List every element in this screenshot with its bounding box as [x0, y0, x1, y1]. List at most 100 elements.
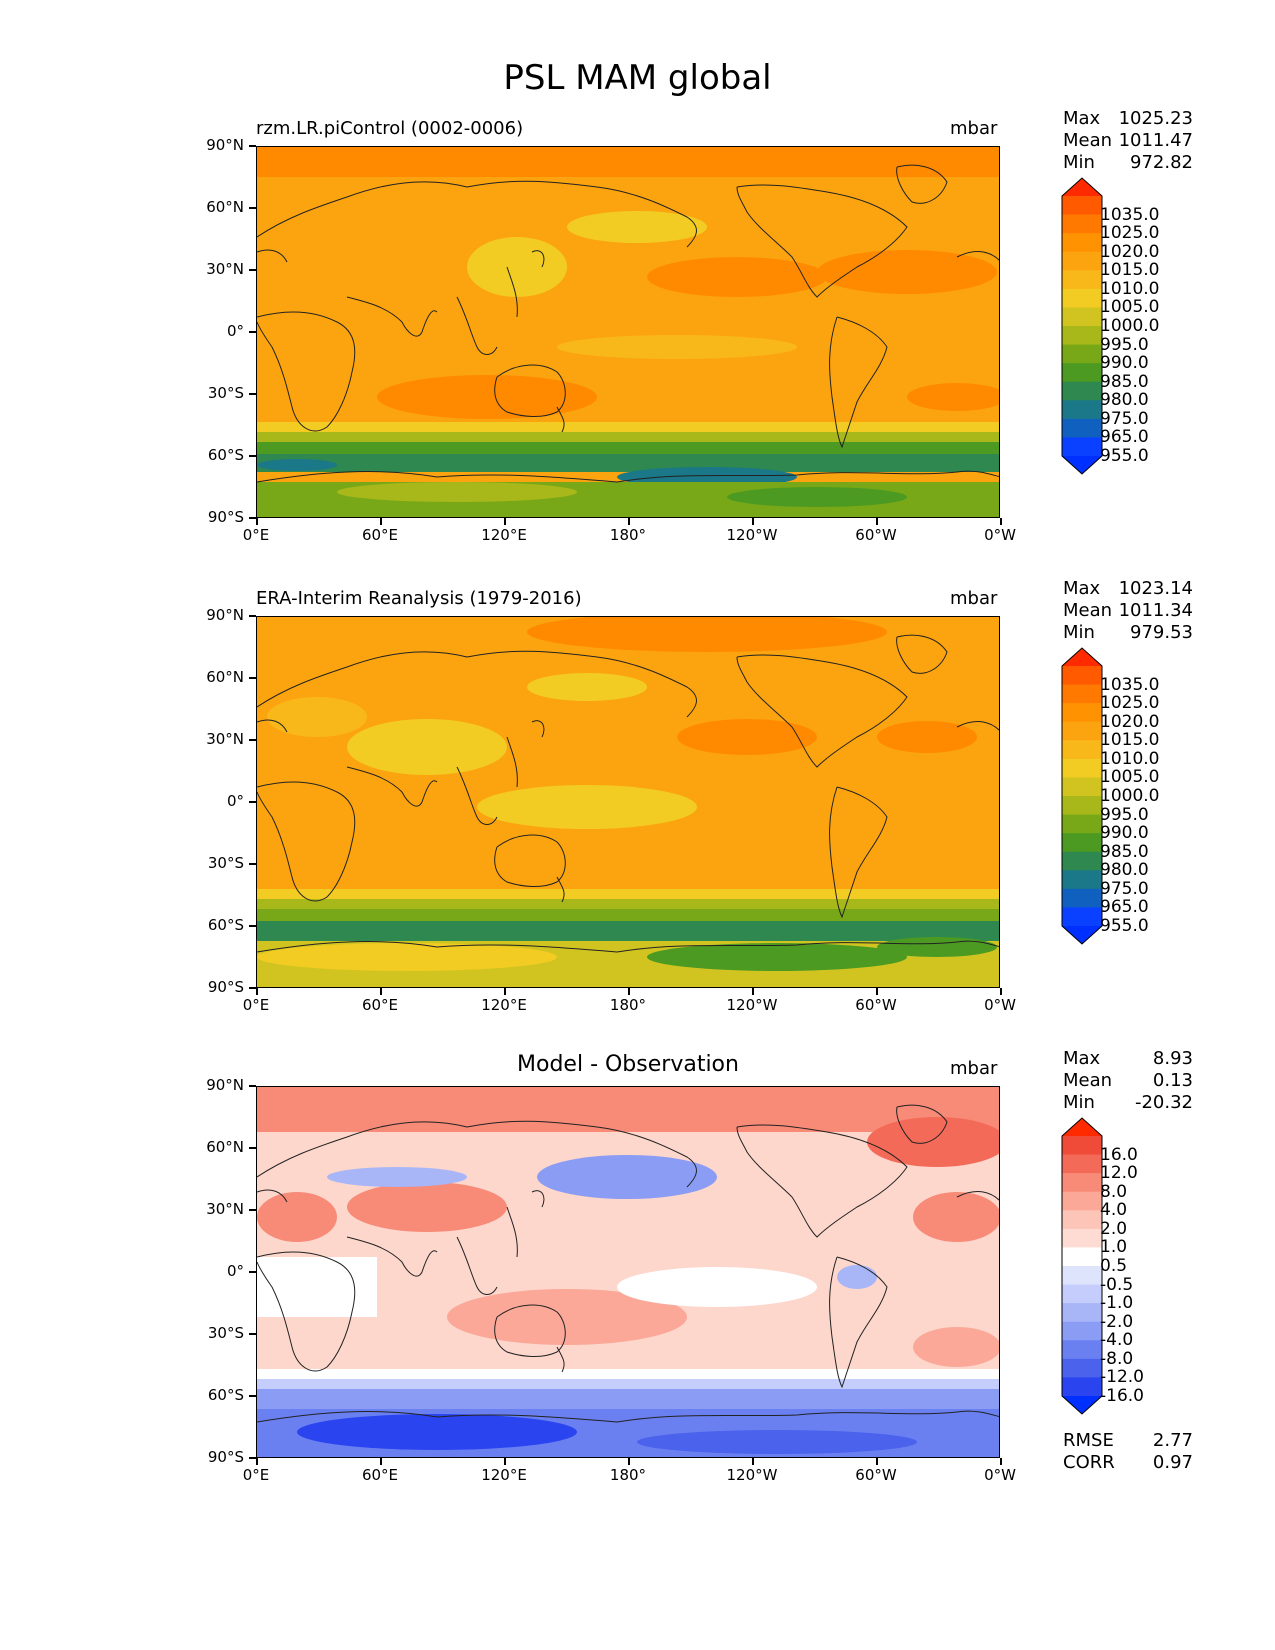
colorbar-band — [1062, 233, 1102, 253]
colorbar-band — [1062, 1358, 1102, 1378]
colorbar-band — [1062, 437, 1102, 457]
colorbar-band — [1062, 288, 1102, 308]
lon-tick: 0°E — [216, 1458, 296, 1484]
colorbar-band — [1062, 1284, 1102, 1304]
lon-tick: 60°W — [836, 1458, 916, 1484]
panel-difference: Model - Observation mbar 90°N 60°N — [0, 1048, 1275, 1518]
colorbar-tick-label: 975.0 — [1100, 878, 1149, 899]
units-label: mbar — [950, 1058, 998, 1079]
map-model-svg — [257, 147, 999, 517]
lat-tick: 90°N — [184, 136, 256, 154]
colorbar-tick-label: 1020.0 — [1100, 711, 1160, 732]
stat-label: Min — [1063, 152, 1095, 173]
colorbar-tick-label: 985.0 — [1100, 371, 1149, 392]
colorbar-tick-label: -2.0 — [1100, 1311, 1134, 1332]
colorbar-extend-bottom — [1062, 926, 1102, 944]
colorbar-tick-label: 1035.0 — [1100, 674, 1160, 695]
stat-label: Max — [1063, 578, 1101, 599]
error-stats-box: RMSE 2.77 CORR 0.97 — [1063, 1430, 1193, 1474]
colorbar-tick-label: 1000.0 — [1100, 316, 1160, 336]
colorbar-extend-bottom — [1062, 456, 1102, 474]
colorbar-band — [1062, 363, 1102, 383]
lon-tick: 120°W — [712, 518, 792, 544]
colorbar-band — [1062, 1303, 1102, 1323]
colorbar-band — [1062, 870, 1102, 890]
stat-label: Mean — [1063, 1070, 1113, 1091]
lon-tick: 60°W — [836, 518, 916, 544]
lat-tick: 0° — [184, 1262, 256, 1280]
lat-tick: 90°S — [184, 978, 256, 996]
colorbar-outline — [1061, 1117, 1103, 1415]
colorbar — [1061, 1117, 1103, 1415]
lon-tick: 0°W — [960, 1458, 1040, 1484]
colorbar-outline — [1061, 647, 1103, 945]
colorbar-band — [1062, 1210, 1102, 1230]
stat-value: 0.13 — [1152, 1070, 1193, 1091]
colorbar-band — [1062, 1191, 1102, 1211]
colorbar-band — [1062, 344, 1102, 364]
colorbar-tick-label: 995.0 — [1100, 804, 1149, 825]
colorbar-tick-label: 12.0 — [1100, 1163, 1138, 1184]
colorbar-extend-top — [1062, 1118, 1102, 1136]
stat-value: 1023.14 — [1118, 578, 1193, 599]
lon-tick: 60°W — [836, 988, 916, 1014]
colorbar-tick-label: 975.0 — [1100, 408, 1149, 429]
stat-value: 979.53 — [1130, 622, 1193, 643]
colorbar-band — [1062, 907, 1102, 927]
colorbar-extend-top — [1062, 178, 1102, 196]
lon-tick: 0°W — [960, 988, 1040, 1014]
colorbar-band — [1062, 703, 1102, 723]
lat-tick: 60°N — [184, 198, 256, 216]
colorbar-band — [1062, 833, 1102, 853]
colorbar-band — [1062, 721, 1102, 741]
lat-tick: 90°N — [184, 606, 256, 624]
colorbar-band — [1062, 196, 1102, 216]
lon-tick: 120°E — [464, 988, 544, 1014]
panel-model: rzm.LR.piControl (0002-0006) mbar 90°N 6… — [0, 108, 1275, 578]
colorbar-band — [1062, 251, 1102, 271]
colorbar-tick-label: 980.0 — [1100, 390, 1149, 411]
lat-tick: 30°N — [184, 730, 256, 748]
lat-tick: 60°S — [184, 1386, 256, 1404]
stat-label: Mean — [1063, 600, 1113, 621]
stat-value: 1011.34 — [1118, 600, 1193, 621]
colorbar-tick-label: 1015.0 — [1100, 260, 1160, 281]
lon-tick: 0°W — [960, 518, 1040, 544]
colorbar-extend-bottom — [1062, 1396, 1102, 1414]
colorbar-extend-top — [1062, 648, 1102, 666]
lon-tick: 60°E — [340, 988, 420, 1014]
lat-tick: 60°N — [184, 668, 256, 686]
colorbar-tick-label: 1025.0 — [1100, 223, 1160, 244]
lat-tick: 60°N — [184, 1138, 256, 1156]
lat-tick: 60°S — [184, 446, 256, 464]
lon-tick: 0°E — [216, 518, 296, 544]
lat-tick: 60°S — [184, 916, 256, 934]
lat-tick: 90°S — [184, 1448, 256, 1466]
units-label: mbar — [950, 118, 998, 139]
stat-value: 1025.23 — [1118, 108, 1193, 129]
stat-label: Max — [1063, 1048, 1101, 1069]
colorbar-tick-label: 1.0 — [1100, 1237, 1128, 1258]
lon-tick: 120°E — [464, 518, 544, 544]
colorbar-band — [1062, 888, 1102, 908]
colorbar-band — [1062, 777, 1102, 797]
colorbar-tick-label: 1015.0 — [1100, 730, 1160, 751]
lon-tick: 60°E — [340, 1458, 420, 1484]
panel-observation: ERA-Interim Reanalysis (1979-2016) mbar … — [0, 578, 1275, 1048]
map-model-psl — [256, 146, 1000, 518]
lat-tick: 30°S — [184, 854, 256, 872]
panel-title: ERA-Interim Reanalysis (1979-2016) — [256, 588, 582, 609]
colorbar-tick-label: 4.0 — [1100, 1200, 1128, 1221]
stats-box: Max 1023.14 Mean 1011.34 Min 979.53 — [1063, 578, 1193, 644]
lon-tick: 0°E — [216, 988, 296, 1014]
colorbar-tick-label: 2.0 — [1100, 1218, 1128, 1239]
colorbar-tick-label: 1010.0 — [1100, 748, 1160, 769]
stat-label: RMSE — [1063, 1430, 1114, 1451]
stat-value: 0.97 — [1152, 1452, 1193, 1473]
colorbar-band — [1062, 418, 1102, 438]
map-difference-psl — [256, 1086, 1000, 1458]
colorbar-band — [1062, 666, 1102, 686]
stat-value: -20.32 — [1134, 1092, 1193, 1113]
stat-value: 1011.47 — [1118, 130, 1193, 151]
colorbar-tick-label: 990.0 — [1100, 823, 1149, 844]
